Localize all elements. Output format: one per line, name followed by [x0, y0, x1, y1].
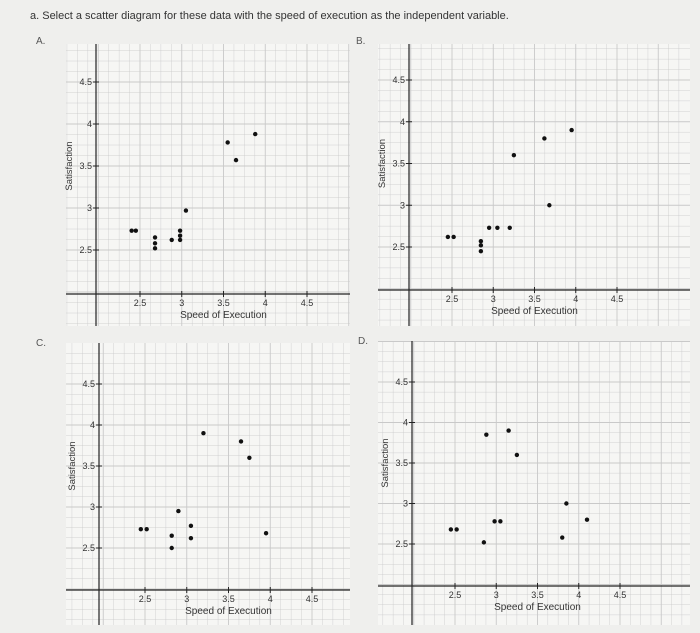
- plot-area: [66, 44, 350, 326]
- data-point: [177, 228, 183, 233]
- option-b-label[interactable]: B.: [356, 36, 366, 47]
- data-point: [169, 237, 174, 243]
- data-point: [233, 157, 239, 163]
- y-axis-title: Satisfaction: [64, 141, 75, 190]
- option-a-label[interactable]: A.: [36, 36, 46, 47]
- data-point: [129, 228, 134, 233]
- x-tick-label: 4: [263, 298, 268, 308]
- y-tick-label: 4: [87, 119, 92, 129]
- y-tick-label: 4.5: [79, 77, 92, 87]
- question-text: a. Select a scatter diagram for these da…: [30, 10, 509, 22]
- data-point: [152, 235, 158, 240]
- y-tick-label: 3.5: [79, 161, 92, 171]
- data-point: [253, 131, 258, 137]
- y-tick-label: 2.5: [79, 245, 92, 255]
- data-point: [183, 208, 189, 213]
- data-point: [152, 241, 158, 246]
- data-point: [133, 228, 139, 233]
- x-tick-label: 2.5: [134, 298, 147, 308]
- option-c-label[interactable]: C.: [36, 338, 46, 349]
- y-tick-label: 3: [87, 203, 92, 213]
- x-tick-label: 4.5: [301, 298, 314, 308]
- data-point: [225, 140, 230, 145]
- data-point: [177, 237, 183, 243]
- x-axis-title: Speed of Execution: [180, 310, 267, 321]
- x-tick-label: 3.5: [217, 298, 230, 308]
- option-d-label[interactable]: D.: [358, 336, 368, 347]
- x-tick-label: 3: [179, 298, 184, 308]
- data-point: [152, 246, 158, 251]
- data-point: [177, 233, 183, 238]
